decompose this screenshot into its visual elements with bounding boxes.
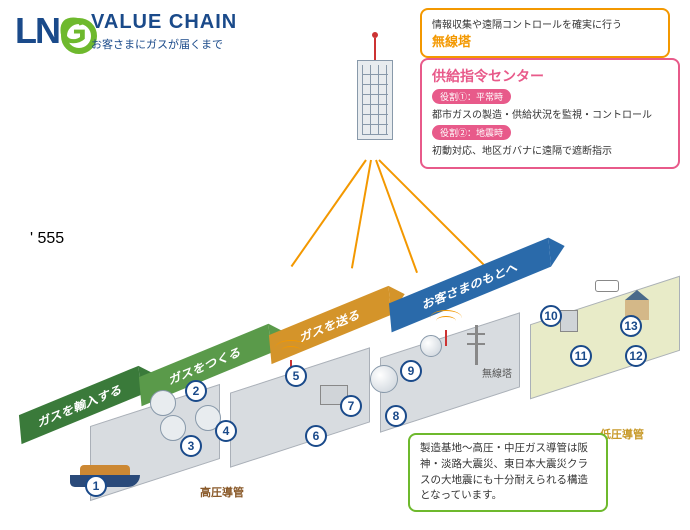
antenna-icon (372, 32, 378, 62)
logo: LNG VALUE CHAIN お客さまにガスが届くまで (15, 10, 237, 52)
marker-5: 5 (285, 365, 307, 387)
marker-7: 7 (340, 395, 362, 417)
marker-13: 13 (620, 315, 642, 337)
marker-6: 6 (305, 425, 327, 447)
storage-tank (160, 415, 186, 441)
marker-8: 8 (385, 405, 407, 427)
callout-supply-center: 供給指令センター 役割①：平常時 都市ガスの製造・供給状況を監視・コントロール … (420, 58, 680, 169)
logo-title: VALUE CHAIN (91, 11, 237, 34)
marker-10: 10 (540, 305, 562, 327)
tower-label: 無線塔 (482, 365, 512, 380)
marker-12: 12 (625, 345, 647, 367)
marker-3: 3 (180, 435, 202, 457)
platform-customer (530, 276, 680, 400)
callout-radio-tower: 情報収集や遠隔コントロールを確実に行う 無線塔 (420, 8, 670, 58)
logo-subtitle: お客さまにガスが届くまで (91, 36, 237, 52)
flow-arrow-customer: お客さまのもとへ (389, 238, 551, 333)
marker-11: 11 (570, 345, 592, 367)
vehicle (595, 280, 619, 292)
marker-4: 4 (215, 420, 237, 442)
sphere-tank (370, 365, 398, 393)
control-building (350, 60, 400, 160)
marker-2: 2 (185, 380, 207, 402)
callout-earthquake-note: 製造基地～高圧・中圧ガス導管は阪神・淡路大震災、東日本大震災クラスの大地震にも十… (408, 433, 608, 512)
governor-box (560, 310, 578, 332)
marker-1: 1 (85, 475, 107, 497)
label-high-pressure: 高圧導管 (200, 484, 244, 500)
lattice-tower (475, 325, 478, 365)
sphere-tank (420, 335, 442, 357)
marker-9: 9 (400, 360, 422, 382)
logo-mark: LNG (15, 10, 85, 52)
storage-tank (150, 390, 176, 416)
